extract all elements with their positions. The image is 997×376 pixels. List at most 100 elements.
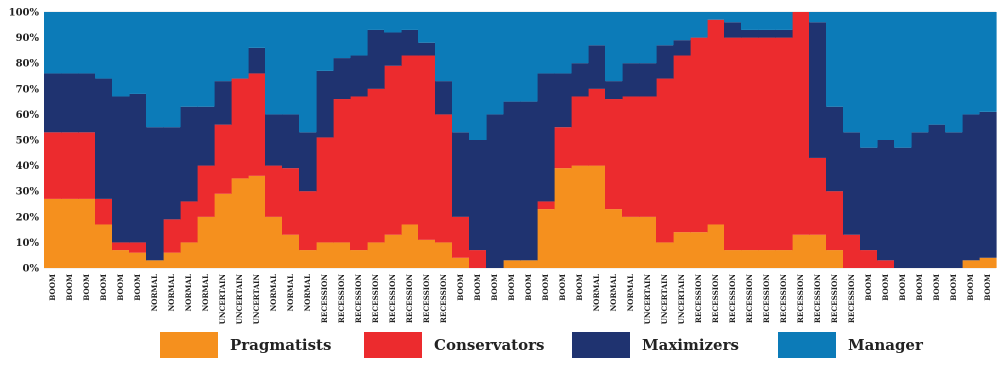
x-tick-label: NORMAL <box>150 274 159 311</box>
segment-pragmatists-43 <box>775 250 793 268</box>
segment-conservators-21 <box>401 55 419 225</box>
segment-maximizers-12 <box>248 47 266 74</box>
segment-maximizers-33 <box>605 81 623 100</box>
segment-maximizers-40 <box>724 22 742 38</box>
x-tick-label: NORMAL <box>592 274 601 311</box>
segment-maximizers-10 <box>214 81 232 125</box>
segment-conservators-5 <box>129 242 147 253</box>
segment-pragmatists-30 <box>554 168 572 268</box>
segment-manager-53 <box>945 12 963 133</box>
segment-maximizers-42 <box>758 29 776 38</box>
segment-maximizers-27 <box>503 101 521 261</box>
legend: Pragmatists Conservators Maximizers Mana… <box>0 332 997 362</box>
segment-maximizers-21 <box>401 29 419 56</box>
x-tick-label: NORMAL <box>201 274 210 311</box>
x-tick-label: RECESSION <box>422 274 431 323</box>
segment-conservators-29 <box>537 201 555 210</box>
x-tick-label: NORMAL <box>609 274 618 311</box>
x-tick-label: BOOM <box>473 274 482 301</box>
segment-manager-11 <box>231 12 249 79</box>
segment-pragmatists-12 <box>248 175 266 268</box>
segment-conservators-14 <box>282 168 300 235</box>
x-tick-label: RECESSION <box>439 274 448 323</box>
segment-manager-7 <box>163 12 181 128</box>
segment-conservators-45 <box>809 157 827 235</box>
segment-pragmatists-28 <box>520 260 538 268</box>
segment-conservators-16 <box>316 137 334 243</box>
segment-conservators-41 <box>741 37 759 251</box>
segment-pragmatists-31 <box>571 165 589 268</box>
segment-manager-28 <box>520 12 538 102</box>
segment-pragmatists-3 <box>95 224 113 268</box>
segment-maximizers-6 <box>146 127 164 261</box>
y-tick-label: 20% <box>16 212 40 223</box>
x-tick-label: RECESSION <box>762 274 771 323</box>
segment-conservators-33 <box>605 99 623 210</box>
segment-pragmatists-0 <box>44 198 62 268</box>
y-tick-label: 30% <box>16 187 40 198</box>
x-tick-label: RECESSION <box>337 274 346 323</box>
segment-conservators-25 <box>469 250 487 268</box>
x-tick-label: BOOM <box>116 274 125 301</box>
x-tick-label: BOOM <box>575 274 584 301</box>
y-tick-label: 10% <box>16 238 40 249</box>
segment-maximizers-52 <box>928 124 946 268</box>
segment-conservators-42 <box>758 37 776 251</box>
x-tick-label: NORMAL <box>167 274 176 311</box>
segment-manager-39 <box>707 12 725 20</box>
segment-conservators-38 <box>690 37 708 233</box>
x-tick-label: UNCERTAIN <box>643 274 652 325</box>
segment-maximizers-16 <box>316 70 334 138</box>
segment-manager-42 <box>758 12 776 30</box>
segment-pragmatists-21 <box>401 224 419 268</box>
segment-maximizers-19 <box>367 29 385 89</box>
segment-maximizers-32 <box>588 45 606 89</box>
segment-manager-31 <box>571 12 589 64</box>
segment-maximizers-45 <box>809 22 827 158</box>
y-tick-label: 60% <box>16 110 40 121</box>
segment-pragmatists-7 <box>163 252 181 268</box>
segment-conservators-12 <box>248 73 266 176</box>
legend-label-pragmatists: Pragmatists <box>230 336 332 354</box>
legend-swatch-maximizers <box>572 332 630 358</box>
x-tick-label: BOOM <box>881 274 890 301</box>
segment-manager-4 <box>112 12 130 97</box>
x-tick-label: BOOM <box>558 274 567 301</box>
segment-maximizers-51 <box>911 132 929 268</box>
segment-manager-26 <box>486 12 504 115</box>
segment-conservators-24 <box>452 216 470 258</box>
segment-pragmatists-42 <box>758 250 776 268</box>
segment-manager-46 <box>826 12 844 107</box>
segment-manager-55 <box>979 12 997 112</box>
segment-manager-22 <box>418 12 436 43</box>
x-axis: BOOM BOOM BOOM BOOM BOOM BOOM NORMAL NORMAL NORM… <box>48 274 992 325</box>
x-tick-label: NORMAL <box>184 274 193 311</box>
segment-manager-16 <box>316 12 334 71</box>
segment-maximizers-25 <box>469 140 487 251</box>
y-tick-label: 50% <box>16 136 40 147</box>
segment-maximizers-47 <box>843 132 861 235</box>
segment-maximizers-24 <box>452 132 470 217</box>
segment-conservators-7 <box>163 219 181 253</box>
segment-conservators-18 <box>350 96 368 251</box>
x-tick-label: BOOM <box>864 274 873 301</box>
segment-maximizers-54 <box>962 114 980 261</box>
segment-manager-36 <box>656 12 674 46</box>
segment-manager-20 <box>384 12 402 33</box>
segment-pragmatists-10 <box>214 193 232 268</box>
segment-pragmatists-9 <box>197 216 215 268</box>
segment-pragmatists-29 <box>537 209 555 268</box>
segment-manager-34 <box>622 12 640 64</box>
segment-manager-18 <box>350 12 368 56</box>
x-tick-label: UNCERTAIN <box>660 274 669 325</box>
y-axis: 0% 10% 20% 30% 40% 50% 60% 70% 80% 90% 100% <box>9 8 40 275</box>
x-tick-label: RECESSION <box>728 274 737 323</box>
segment-conservators-49 <box>877 260 895 268</box>
segment-conservators-36 <box>656 78 674 243</box>
segment-manager-12 <box>248 12 266 48</box>
segment-manager-21 <box>401 12 419 30</box>
segment-conservators-22 <box>418 55 436 240</box>
segment-manager-49 <box>877 12 895 140</box>
segment-manager-9 <box>197 12 215 107</box>
segment-manager-52 <box>928 12 946 125</box>
